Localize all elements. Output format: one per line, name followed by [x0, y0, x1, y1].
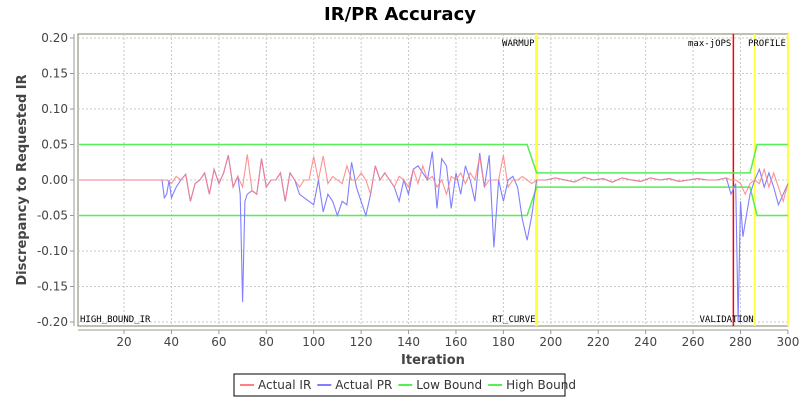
phase-label-high_bound_ir: HIGH_BOUND_IR [80, 315, 151, 325]
y-tick-label: 0.20 [41, 31, 68, 45]
phase-marker-line [786, 34, 789, 326]
y-tick-label: -0.15 [37, 280, 68, 294]
legend-item: Actual PR [335, 378, 392, 392]
phase-marker-labels: HIGH_BOUND_IR WARMUP RT_CURVE max-jOPS VALID… [80, 39, 786, 325]
x-tick-label: 160 [445, 335, 468, 349]
legend-item: Actual IR [258, 378, 311, 392]
x-tick-label: 200 [539, 335, 562, 349]
x-tick-label: 140 [397, 335, 420, 349]
x-axis-label: Iteration [401, 353, 465, 368]
x-tick-label: 120 [350, 335, 373, 349]
phase-label-warmup: WARMUP [502, 39, 535, 49]
y-tick-label: 0.00 [41, 173, 68, 187]
x-tick-label: 180 [492, 335, 515, 349]
y-axis: 0.20 0.15 0.10 0.05 0.00 -0.05 -0.10 -0.15 -0.20 [37, 31, 75, 329]
x-tick-label: 280 [729, 335, 752, 349]
x-tick-label: 220 [587, 335, 610, 349]
y-tick-label: -0.05 [37, 209, 68, 223]
y-tick-label: -0.20 [37, 315, 68, 329]
plot-area: HIGH_BOUND_IR WARMUP RT_CURVE max-jOPS VALID… [77, 33, 789, 327]
chart-title: IR/PR Accuracy [324, 4, 476, 25]
x-tick-label: 240 [634, 335, 657, 349]
y-axis-label: Discrepancy to Requested IR [15, 74, 30, 285]
legend-item: High Bound [506, 378, 576, 392]
x-axis: 20 40 60 80 100 120 140 160 180 200 220 240 260 280 30… [78, 329, 799, 349]
y-tick-label: -0.10 [37, 244, 68, 258]
x-tick-label: 100 [302, 335, 325, 349]
phase-label-rt_curve: RT_CURVE [492, 315, 535, 325]
y-tick-label: 0.05 [41, 138, 68, 152]
series-actual-ir [79, 154, 789, 204]
series-low-bound [79, 186, 788, 217]
series-high-bound [79, 143, 788, 174]
x-tick-label: 80 [259, 335, 274, 349]
x-tick-label: 300 [776, 335, 799, 349]
legend: Actual IR Actual PR Low Bound High Bound [233, 373, 576, 397]
legend-item: Low Bound [416, 378, 482, 392]
x-tick-label: 40 [164, 335, 179, 349]
x-tick-label: 60 [211, 335, 226, 349]
y-tick-label: 0.10 [41, 102, 68, 116]
phase-label-validation: VALIDATION [700, 315, 754, 325]
data-series [79, 143, 789, 323]
phase-label-max-jops: max-jOPS [688, 39, 731, 49]
x-tick-label: 260 [682, 335, 705, 349]
x-tick-label: 20 [116, 335, 131, 349]
y-tick-label: 0.15 [41, 67, 68, 81]
phase-label-profile: PROFILE [748, 39, 786, 49]
